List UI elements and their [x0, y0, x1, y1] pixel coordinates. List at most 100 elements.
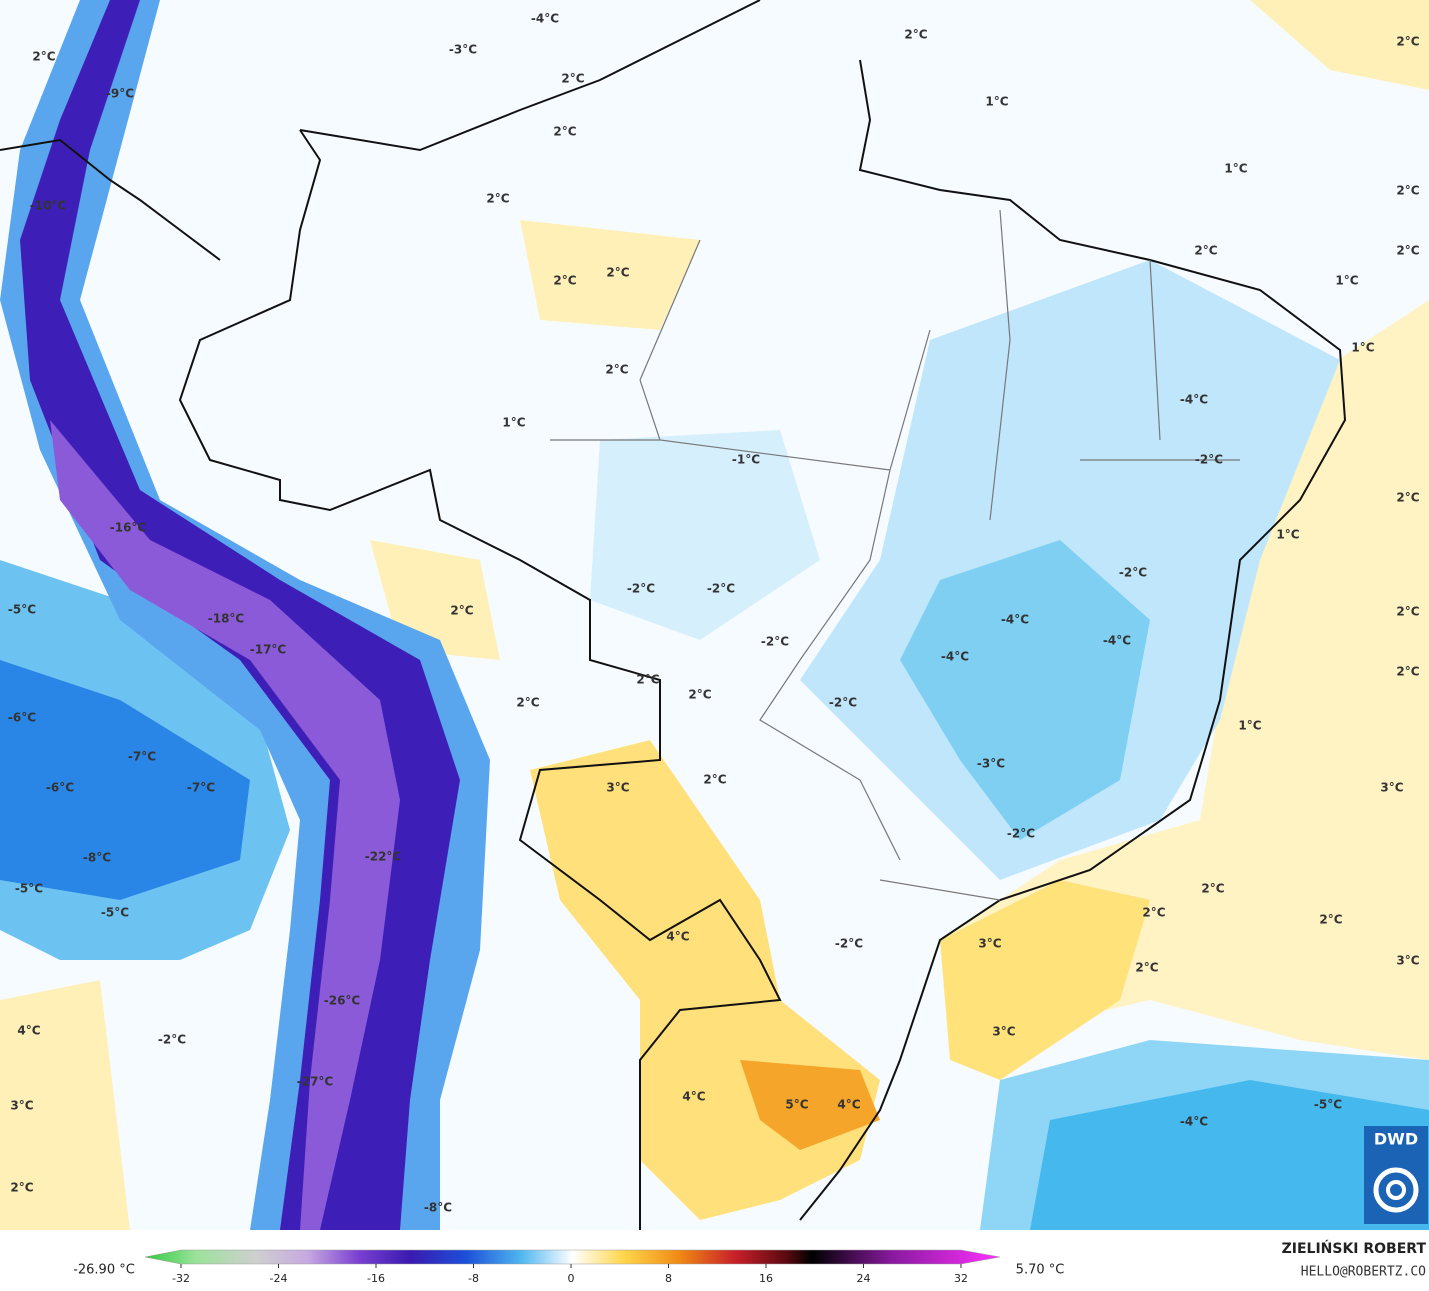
colorbar-tick-label: 24: [857, 1272, 871, 1285]
temp-label: -4°C: [1180, 393, 1208, 407]
temp-label: -8°C: [83, 851, 111, 865]
temp-label: 2°C: [1319, 913, 1342, 927]
logo-icon: [1373, 1167, 1419, 1213]
temp-label: 2°C: [1201, 882, 1224, 896]
temp-label: 1°C: [1224, 162, 1247, 176]
colorbar-max: 5.70 °C: [1016, 1263, 1065, 1278]
temp-label: 2°C: [688, 688, 711, 702]
warm-area: [1250, 0, 1429, 90]
temp-label: 2°C: [904, 28, 927, 42]
author: ZIELIŃSKI ROBERT: [1282, 1239, 1427, 1257]
temp-label: 2°C: [553, 274, 576, 288]
temp-label: 1°C: [1335, 274, 1358, 288]
temp-label: -6°C: [46, 781, 74, 795]
temp-label: -18°C: [208, 612, 245, 626]
temp-label: 2°C: [1194, 244, 1217, 258]
temp-label: -9°C: [106, 87, 134, 101]
colorbar-tick-label: 8: [665, 1272, 672, 1285]
temp-label: 1°C: [502, 416, 525, 430]
cold-area: [900, 540, 1150, 840]
colorbar-tick-label: -8: [468, 1272, 479, 1285]
temp-label: 2°C: [450, 604, 473, 618]
temp-label: 3°C: [1380, 781, 1403, 795]
temp-label: 4°C: [837, 1098, 860, 1112]
temp-label: -2°C: [761, 635, 789, 649]
temp-label: -17°C: [250, 643, 287, 657]
temp-label: 3°C: [978, 937, 1001, 951]
temp-label: 2°C: [561, 72, 584, 86]
temp-label: 2°C: [32, 50, 55, 64]
cold-area: [590, 430, 820, 640]
temp-label: 2°C: [1135, 961, 1158, 975]
temp-label: 2°C: [703, 773, 726, 787]
colorbar-tick-label: 32: [954, 1272, 968, 1285]
temp-label: 2°C: [1396, 184, 1419, 198]
colorbar-tick-label: -32: [172, 1272, 190, 1285]
temp-label: -26°C: [324, 994, 361, 1008]
temp-label: -2°C: [829, 696, 857, 710]
temp-label: -2°C: [158, 1033, 186, 1047]
colorbar: [144, 1249, 1001, 1265]
temp-label: -2°C: [1007, 827, 1035, 841]
temp-label: 3°C: [1396, 954, 1419, 968]
temp-label: -6°C: [8, 711, 36, 725]
cold-area: [0, 660, 250, 900]
temp-label: 2°C: [1396, 605, 1419, 619]
colorbar-ticks: -32 -24 -16 -8 0 8 16 24 32: [172, 1264, 968, 1285]
temp-label: 2°C: [1396, 665, 1419, 679]
temp-label: 2°C: [1396, 244, 1419, 258]
colorbar-tick-label: -16: [367, 1272, 385, 1285]
temp-label: -22°C: [365, 850, 402, 864]
temp-label: 2°C: [10, 1181, 33, 1195]
temp-label: 2°C: [605, 363, 628, 377]
logo: DWD: [1364, 1126, 1428, 1224]
temp-label: 1°C: [1238, 719, 1261, 733]
temp-label: -16°C: [110, 521, 147, 535]
warm-area: [740, 1060, 880, 1150]
temp-label: -2°C: [627, 582, 655, 596]
temp-label: 1°C: [985, 95, 1008, 109]
warm-area: [0, 980, 130, 1230]
temp-label: -5°C: [8, 603, 36, 617]
temp-label: -5°C: [1314, 1098, 1342, 1112]
state-borders: [550, 209, 1240, 901]
borders: [0, 0, 1347, 1230]
temp-label: -3°C: [977, 757, 1005, 771]
temp-label: -2°C: [1119, 566, 1147, 580]
temp-label: -2°C: [835, 937, 863, 951]
temp-label: 2°C: [636, 673, 659, 687]
temp-label: 5°C: [785, 1098, 808, 1112]
colorbar-min: -26.90 °C: [73, 1263, 135, 1278]
temp-label: -8°C: [424, 1201, 452, 1215]
temp-label: 4°C: [682, 1090, 705, 1104]
temp-label: 2°C: [486, 192, 509, 206]
temp-label: 4°C: [17, 1024, 40, 1038]
temp-label: -5°C: [101, 906, 129, 920]
andes-coldest: [50, 420, 400, 1230]
temp-label: -7°C: [128, 750, 156, 764]
temp-label: -5°C: [15, 882, 43, 896]
temp-label: -4°C: [1180, 1115, 1208, 1129]
temp-label: -7°C: [187, 781, 215, 795]
temp-label: 2°C: [516, 696, 539, 710]
temp-label: 1°C: [1276, 528, 1299, 542]
email: HELLO@ROBERTZ.CO: [1301, 1265, 1426, 1280]
temp-label: -4°C: [1001, 613, 1029, 627]
colorbar-tick-label: -24: [270, 1272, 288, 1285]
temp-label: 1°C: [1351, 341, 1374, 355]
warm-area: [520, 220, 700, 330]
temp-label: 2°C: [1396, 35, 1419, 49]
map-labels: 2°C -9°C -10°C -4°C -3°C 2°C 2°C 2°C 2°C 2°C 2°C 1°…: [8, 12, 1420, 1215]
logo-icon: [1386, 1180, 1406, 1200]
temp-label: -10°C: [30, 199, 67, 213]
temp-label: -3°C: [449, 43, 477, 57]
temp-label: -1°C: [732, 453, 760, 467]
map: [0, 0, 1429, 1230]
temp-label: 2°C: [1142, 906, 1165, 920]
temp-label: 3°C: [992, 1025, 1015, 1039]
temp-label: 4°C: [666, 930, 689, 944]
logo-text: DWD: [1374, 1130, 1418, 1149]
temp-label: -4°C: [941, 650, 969, 664]
